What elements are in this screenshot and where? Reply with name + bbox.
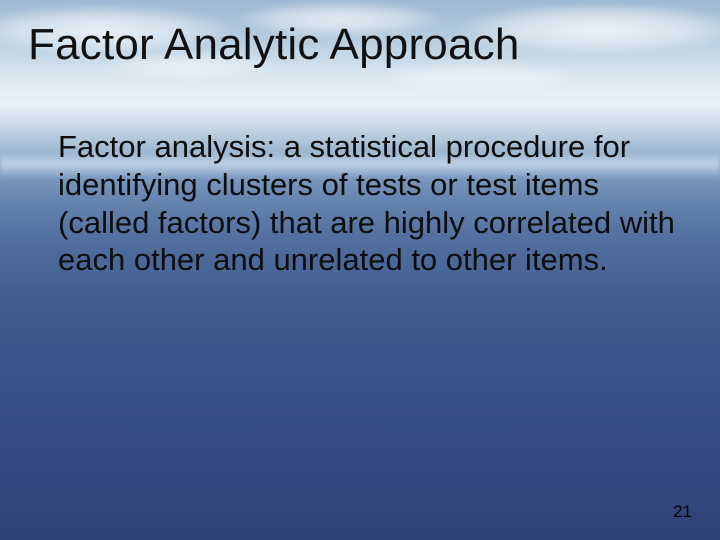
bullet-dot-icon [34,141,46,153]
bullet-item: Factor analysis: a statistical procedure… [34,128,686,279]
slide: Factor Analytic Approach Factor analysis… [0,0,720,540]
bullet-text: Factor analysis: a statistical procedure… [58,128,686,279]
page-number: 21 [673,502,692,522]
slide-body: Factor analysis: a statistical procedure… [34,128,686,279]
slide-title: Factor Analytic Approach [28,22,520,68]
